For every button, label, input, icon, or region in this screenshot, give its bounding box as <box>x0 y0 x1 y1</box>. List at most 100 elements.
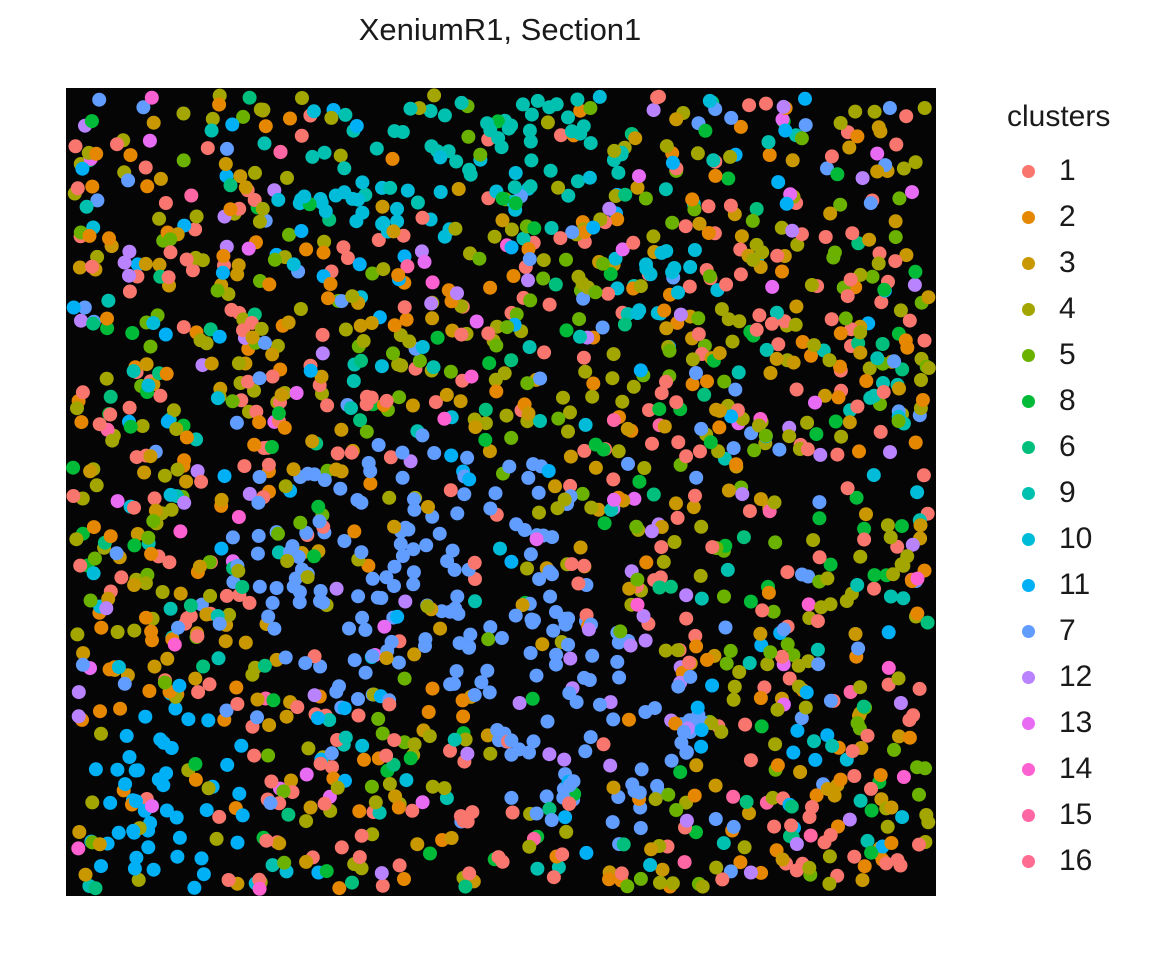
cell-point-cluster-11 <box>690 700 705 715</box>
cell-point-cluster-7 <box>679 745 694 760</box>
cell-point-cluster-1 <box>669 395 684 410</box>
cell-point-cluster-7 <box>449 664 464 679</box>
cell-point-cluster-6 <box>103 389 118 404</box>
cell-point-cluster-11 <box>111 825 126 840</box>
cell-point-cluster-11 <box>771 175 786 190</box>
cell-point-cluster-6 <box>183 598 198 613</box>
legend-swatch <box>1022 854 1035 868</box>
cell-point-cluster-8 <box>864 803 879 818</box>
cell-point-cluster-11 <box>232 786 247 801</box>
cell-point-cluster-12 <box>374 866 389 881</box>
cell-point-cluster-7 <box>312 514 327 529</box>
cell-point-cluster-7 <box>117 676 132 691</box>
cell-point-cluster-4 <box>201 781 216 796</box>
cell-point-cluster-6 <box>749 202 764 216</box>
cell-point-cluster-12 <box>398 594 413 609</box>
cell-point-cluster-7 <box>462 639 477 654</box>
cell-point-cluster-4 <box>853 680 868 695</box>
cell-point-cluster-7 <box>251 495 266 510</box>
cell-point-cluster-7 <box>365 571 380 586</box>
cell-point-cluster-1 <box>770 248 785 263</box>
cell-point-cluster-1 <box>138 160 153 175</box>
cell-point-cluster-7 <box>647 701 662 716</box>
cell-point-cluster-8 <box>430 330 445 345</box>
cell-point-cluster-8 <box>127 538 142 553</box>
cell-point-cluster-9 <box>860 833 875 848</box>
cell-point-cluster-2 <box>223 202 238 217</box>
cell-point-cluster-8 <box>264 440 279 454</box>
cell-point-cluster-5 <box>595 256 610 271</box>
cell-point-cluster-9 <box>491 131 506 146</box>
cell-point-cluster-9 <box>265 858 280 873</box>
cell-point-cluster-3 <box>274 387 289 402</box>
cell-point-cluster-6 <box>851 236 866 251</box>
cell-point-cluster-1 <box>382 697 397 712</box>
cell-point-cluster-7 <box>820 161 834 176</box>
cell-point-cluster-8 <box>812 511 827 526</box>
cell-point-cluster-1 <box>122 400 137 415</box>
cell-point-cluster-8 <box>319 864 334 879</box>
cell-point-cluster-7 <box>450 589 465 604</box>
cell-point-cluster-5 <box>912 787 926 802</box>
cell-point-cluster-12 <box>743 865 758 880</box>
cell-point-cluster-9 <box>807 734 821 749</box>
legend-item-9: 9 <box>1007 470 1110 516</box>
cell-point-cluster-11 <box>303 363 318 378</box>
cell-point-cluster-1 <box>162 555 177 570</box>
legend-item-1: 1 <box>1007 148 1110 194</box>
cell-point-cluster-4 <box>448 221 463 236</box>
cell-point-cluster-4 <box>658 643 673 658</box>
cell-point-cluster-7 <box>531 485 546 500</box>
cell-point-cluster-9 <box>410 195 425 210</box>
cell-point-cluster-1 <box>73 558 88 573</box>
cell-point-cluster-7 <box>504 790 519 805</box>
cell-point-cluster-7 <box>252 579 267 594</box>
cell-point-cluster-4 <box>802 860 817 875</box>
cell-point-cluster-16 <box>340 251 355 265</box>
cell-point-cluster-2 <box>857 859 872 874</box>
cell-point-cluster-5 <box>365 266 380 281</box>
cell-point-cluster-1 <box>330 446 345 461</box>
legend-label: 9 <box>1059 476 1076 509</box>
legend-item-6: 6 <box>1007 424 1110 470</box>
cell-point-cluster-9 <box>853 793 868 808</box>
cell-point-cluster-3 <box>606 780 621 795</box>
cell-point-cluster-4 <box>760 657 775 672</box>
cell-point-cluster-12 <box>603 695 618 710</box>
cell-point-cluster-3 <box>620 421 635 436</box>
cell-point-cluster-7 <box>278 650 293 665</box>
cell-point-cluster-4 <box>917 101 932 115</box>
cell-point-cluster-1 <box>874 295 889 310</box>
cell-point-cluster-3 <box>218 634 233 649</box>
cell-point-cluster-1 <box>261 457 276 472</box>
cell-point-cluster-9 <box>454 95 469 110</box>
cell-point-cluster-4 <box>138 576 153 591</box>
cell-point-cluster-12 <box>403 454 418 469</box>
cell-point-cluster-7 <box>494 631 509 645</box>
cell-point-cluster-1 <box>359 389 374 404</box>
cell-point-cluster-3 <box>859 507 873 522</box>
cell-point-cluster-9 <box>573 329 587 344</box>
cell-point-cluster-4 <box>768 737 783 752</box>
cell-point-cluster-5 <box>282 227 296 242</box>
cell-point-cluster-9 <box>825 738 840 753</box>
cell-point-cluster-7 <box>565 225 580 240</box>
cell-point-cluster-3 <box>127 578 142 592</box>
cell-point-cluster-4 <box>497 366 512 381</box>
cell-point-cluster-1 <box>705 540 720 555</box>
cell-point-cluster-7 <box>546 623 561 638</box>
cell-point-cluster-3 <box>712 346 727 361</box>
cell-point-cluster-3 <box>199 607 214 622</box>
cell-point-cluster-4 <box>382 490 397 505</box>
cell-point-cluster-11 <box>126 823 141 838</box>
cell-point-cluster-10 <box>328 188 343 203</box>
cell-point-cluster-2 <box>188 772 203 787</box>
cell-point-cluster-7 <box>544 813 559 827</box>
cell-point-cluster-12 <box>644 524 659 539</box>
cell-point-cluster-8 <box>698 123 713 138</box>
cell-point-cluster-4 <box>822 849 837 864</box>
cell-point-cluster-1 <box>129 450 144 465</box>
legend-item-4: 4 <box>1007 286 1110 332</box>
cell-point-cluster-7 <box>606 712 621 727</box>
cell-point-cluster-1 <box>230 697 245 711</box>
